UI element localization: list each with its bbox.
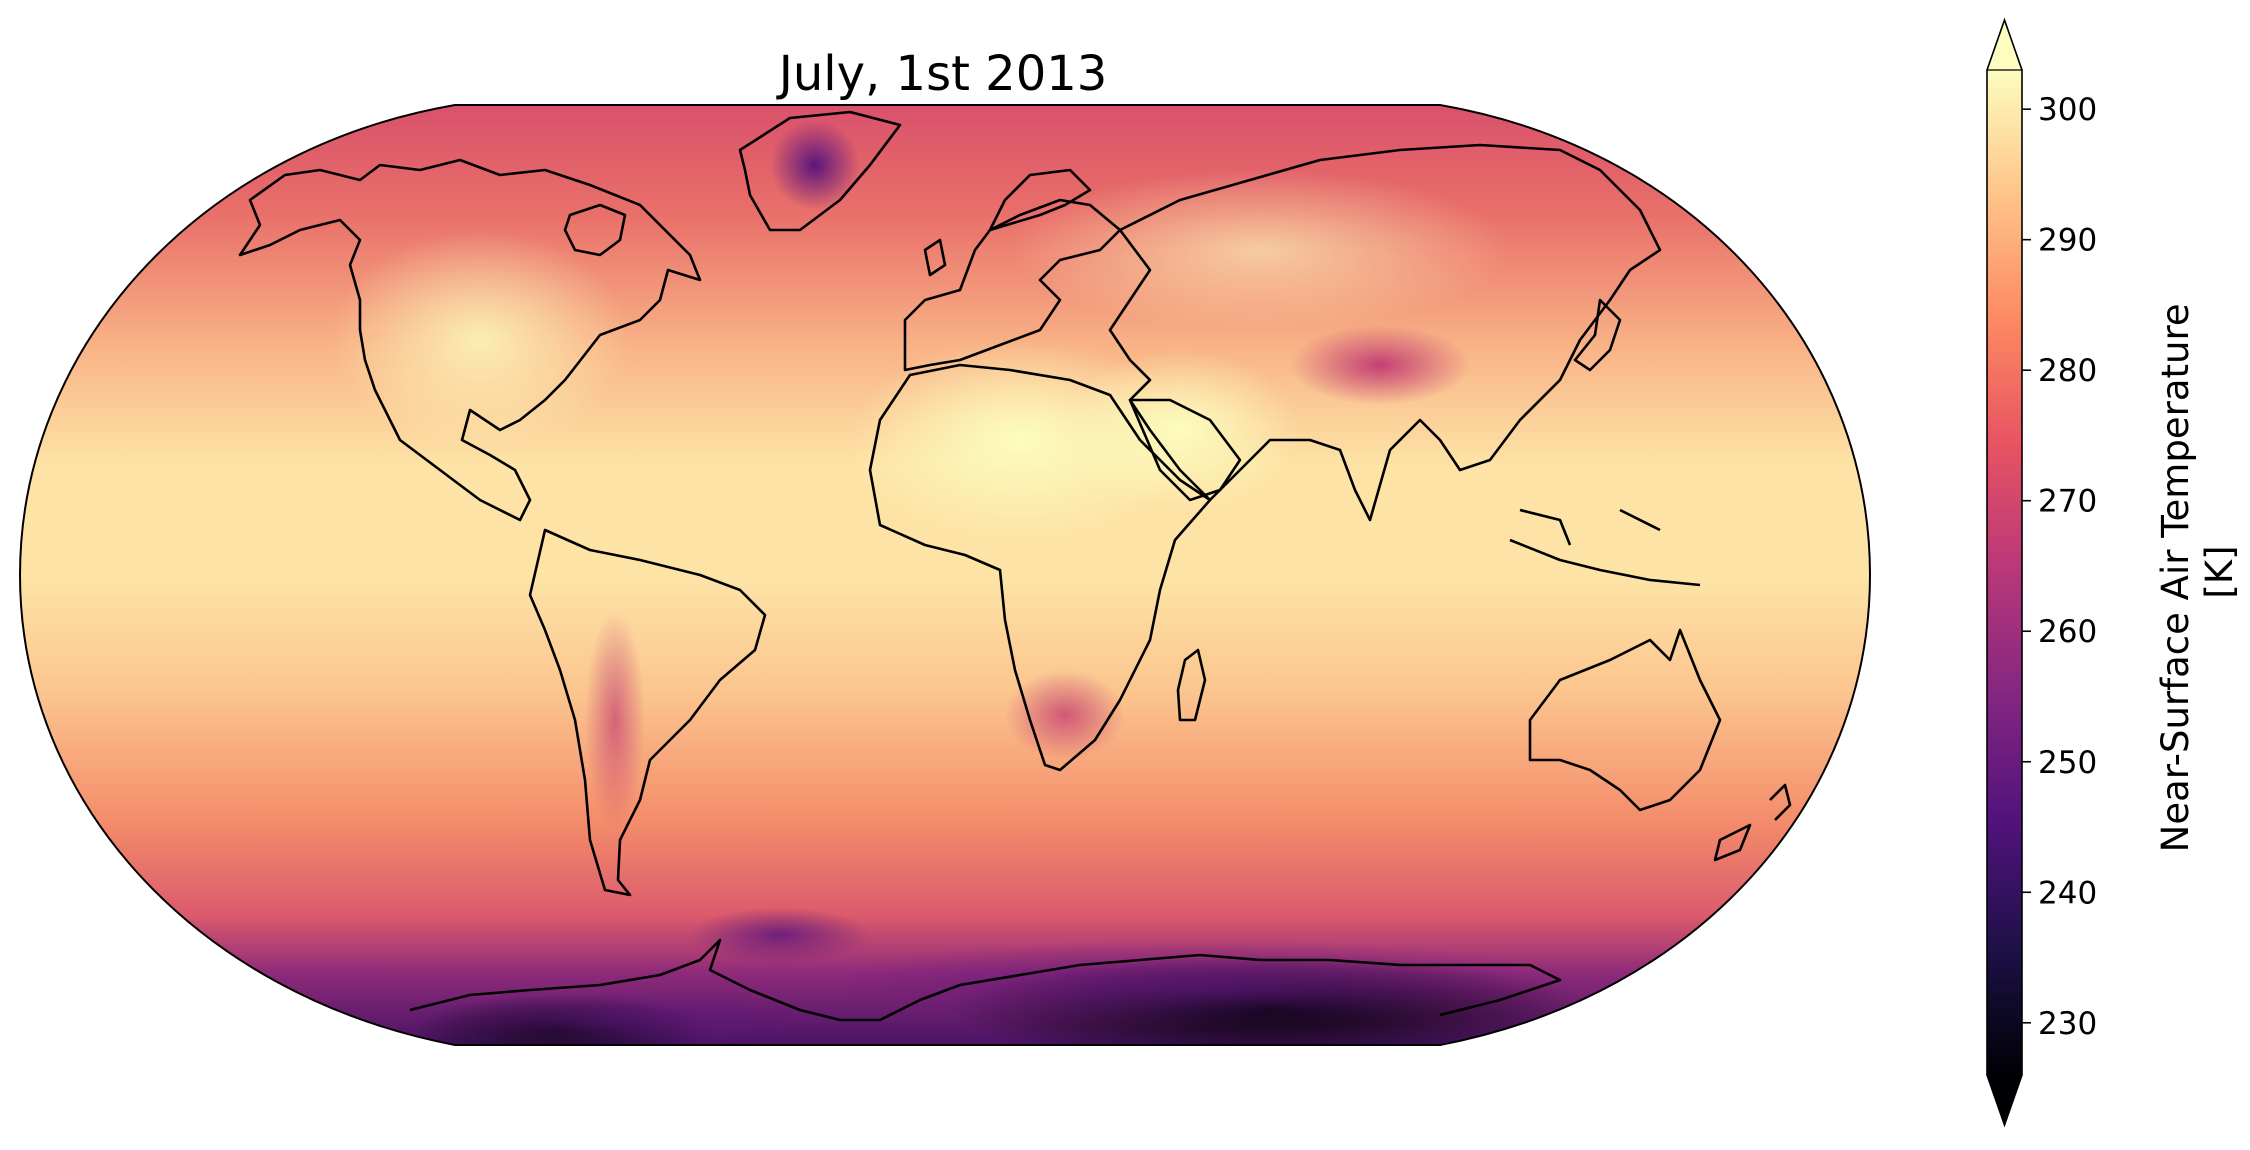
colorbar-extend-min [1986, 1074, 2023, 1127]
siberia-warm-region [1010, 170, 1510, 330]
colorbar-tick-label: 260 [2038, 614, 2097, 650]
temperature-map [18, 104, 1872, 1046]
coastline-africa [868, 363, 1212, 772]
colorbar-label: Near-Surface Air Temperature [K] [2154, 292, 2241, 853]
colorbar-label-line2: [K] [2198, 545, 2241, 598]
coastline-madagascar [1176, 648, 1207, 722]
antarctica-purple-region [820, 940, 1580, 1030]
coastline-greenland [738, 110, 902, 232]
antarctica-purple-region-west [400, 990, 840, 1045]
coastline-arabia [1128, 398, 1242, 502]
coastline-hudson-bay [563, 203, 627, 257]
coastline-south-america [528, 528, 767, 897]
greenland-cold-region [770, 120, 860, 210]
andes-cool-region [585, 610, 645, 830]
colorbar-tick-label: 240 [2038, 875, 2097, 911]
colorbar-label-line1: Near-Surface Air Temperature [2154, 303, 2197, 852]
colorbar-extend-max [1986, 18, 2023, 71]
coastline-uk [923, 238, 947, 277]
colorbar-ticks: 230 240 250 260 270 280 290 300 [2022, 92, 2097, 1042]
coastline-north-america [238, 158, 702, 522]
map-title: July, 1st 2013 [776, 46, 1108, 102]
colorbar-tick-label: 280 [2038, 353, 2097, 389]
southern-africa-cool-region [1005, 670, 1125, 760]
coastline-japan [1573, 298, 1622, 372]
coastlines [238, 110, 1792, 1022]
coastline-indonesia [1509, 508, 1701, 587]
coastline-australia [1528, 628, 1722, 812]
colorbar-tick-label: 250 [2038, 745, 2097, 781]
north-america-warm-region [330, 230, 630, 450]
colorbar-outline [1986, 17, 2023, 1128]
colorbar-tick-label: 290 [2038, 223, 2097, 259]
coastline-new-zealand [1713, 783, 1792, 862]
colorbar-tick-label: 230 [2038, 1006, 2097, 1042]
colorbar-tick-label: 300 [2038, 92, 2097, 128]
coastline-antarctica [409, 938, 1562, 1022]
southern-ocean-purple-region [690, 907, 870, 963]
coastline-scandinavia [988, 168, 1092, 232]
arabia-hot-region [1060, 350, 1300, 510]
colorbar-body [1987, 70, 2022, 1075]
coastline-asia [1108, 143, 1662, 522]
tibet-cold-region [1290, 325, 1470, 405]
temperature-field [20, 105, 1870, 1045]
colorbar-tick-label: 270 [2038, 484, 2097, 520]
map-boundary [18, 104, 1872, 1046]
colorbar: 230 240 250 260 270 280 290 300 Near-Surface Ai… [1986, 17, 2241, 1128]
